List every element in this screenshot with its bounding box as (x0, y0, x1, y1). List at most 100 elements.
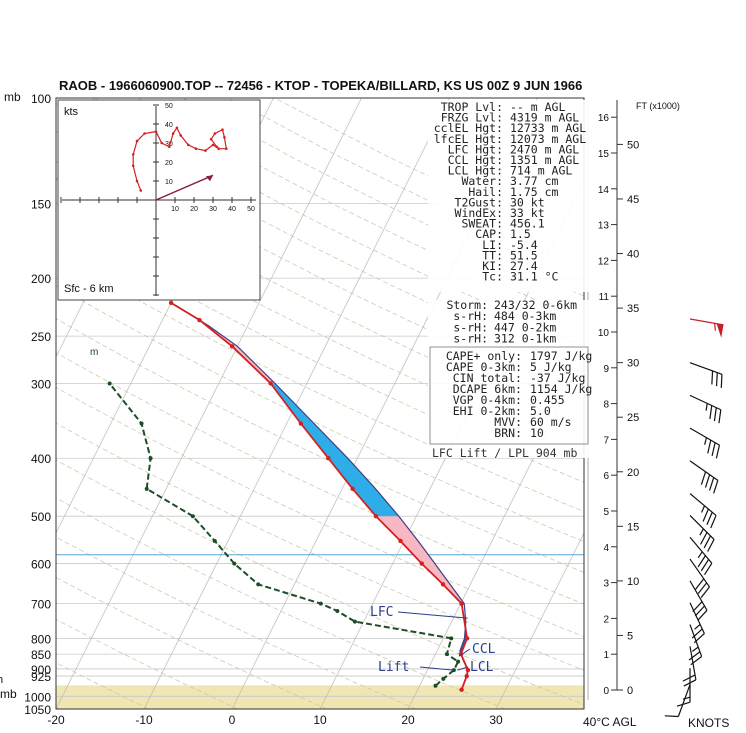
hodograph-point (209, 137, 213, 141)
hodograph-u-tick-label: 10 (171, 206, 179, 213)
ft-tick-label: 15 (627, 521, 639, 533)
pressure-tick-label: 250 (31, 330, 51, 344)
wind-barb-staff (689, 602, 705, 634)
stat-value: 12733 m AGL (510, 121, 586, 135)
dry-adiabat (56, 618, 238, 709)
temperature-point (459, 687, 464, 692)
dewpoint-point (190, 514, 195, 519)
wind-barb-half (682, 696, 691, 700)
wind-barb-staff (689, 514, 715, 540)
stat-key: SWEAT: (461, 217, 503, 231)
wind-barb (689, 602, 705, 644)
hodograph-point (139, 189, 143, 192)
pressure-unit-label: mb (4, 90, 21, 104)
temperature-point (398, 538, 403, 544)
cape-stat-key: CIN total: (453, 371, 522, 385)
pressure-tick-label: 1050 (24, 703, 51, 717)
wind-barb-staff (689, 427, 720, 446)
lfc-label: LFC (370, 605, 393, 620)
stat-value: 4319 m AGL (510, 111, 579, 125)
storm-motion-arrowhead (206, 175, 213, 182)
dewpoint-point (449, 636, 454, 641)
hodograph-caption: Sfc - 6 km (64, 283, 114, 295)
dewpoint-point (456, 659, 461, 664)
wind-barb-full (707, 539, 715, 552)
wind-barb (676, 668, 691, 707)
wind-barb-staff (677, 684, 691, 717)
wind-barb-full (692, 601, 703, 613)
km-tick-label: 5 (603, 507, 609, 518)
dry-adiabat (56, 285, 584, 543)
stat-key: KI: (482, 259, 503, 273)
wind-barb-staff (689, 493, 717, 516)
temperature-point (373, 514, 379, 519)
storm-stat-value: 484 0-3km (494, 309, 556, 323)
pressure-tick-label: 500 (31, 510, 51, 524)
temperature-tick-label: 20 (401, 713, 415, 727)
temperature-point (464, 673, 469, 679)
pressure-tick-label: 925 (31, 670, 51, 684)
ft-tick-label: 10 (627, 576, 639, 588)
stat-key: TT: (482, 248, 503, 262)
cape-stat-key: MVV: (494, 415, 522, 429)
stat-value: 51.5 (510, 248, 538, 262)
km-tick-label: 10 (598, 328, 610, 339)
temperature-line (170, 302, 469, 691)
wind-barb-staff (689, 580, 708, 611)
wind-barb-staff (689, 558, 710, 588)
axes: 1001502002503004005006007008008509009251… (0, 90, 637, 729)
stats-panel: TROP Lvl: -- m AGL FRZG Lvl: 4319 m AGL cclE… (428, 100, 592, 460)
hodograph-point (194, 147, 198, 150)
dewpoint-point (441, 676, 446, 681)
stat-value: 30 kt (510, 195, 545, 209)
cape-stat-value: 10 (530, 426, 544, 440)
hodograph-v-tick-label: 20 (165, 160, 173, 167)
dewpoint-point (232, 561, 237, 566)
wind-barb-full (676, 701, 691, 707)
wind-barb (689, 536, 713, 576)
km-tick-label: 16 (598, 113, 610, 124)
left-edge-label-2: mb (0, 687, 17, 701)
wind-barb-full (702, 508, 709, 522)
isotherm-line (495, 532, 584, 709)
wind-barb-half (699, 528, 704, 536)
storm-stat-value: 447 0-2km (494, 320, 556, 334)
temperature-point (465, 667, 471, 673)
temperature-tick-label: 0 (229, 713, 236, 727)
storm-stat-key: s-rH: (453, 320, 488, 334)
hodograph-point (179, 134, 182, 137)
storm-stat-value: 312 0-1km (494, 332, 556, 346)
wind-unit-label: KNOTS (688, 716, 729, 730)
wind-barb-full (703, 535, 712, 549)
stat-value: 1.5 (510, 227, 531, 241)
dry-adiabat (56, 252, 584, 512)
stat-key: LCL Hgt: (448, 164, 503, 178)
hodograph-point (131, 153, 135, 156)
storm-stat-key: s-rH: (453, 332, 488, 346)
stat-value: 31.1 °C (510, 270, 559, 284)
stat-key: lfcEL Hgt: (434, 132, 503, 146)
stats-backdrop (428, 100, 590, 292)
wind-barb-staff (689, 318, 724, 326)
dry-adiabat (56, 190, 584, 455)
pressure-tick-label: 300 (31, 377, 51, 391)
km-tick-label: 7 (603, 435, 609, 446)
wind-barb-full (700, 586, 710, 599)
temperature-tick-label: -20 (47, 713, 65, 727)
wind-barb-full (691, 628, 703, 639)
wind-barb-full (664, 715, 679, 718)
hodograph-v-tick-label: 50 (165, 103, 173, 110)
cape-stat-key: DCAPE 6km: (453, 382, 522, 396)
stat-key: LI: (482, 238, 503, 252)
ft-tick-label: 20 (627, 467, 639, 479)
wind-barb (689, 460, 719, 494)
temperature-point (229, 344, 235, 349)
chart-title: RAOB - 1966060900.TOP -- 72456 - KTOP - … (59, 78, 582, 93)
wind-barb-half (705, 403, 708, 411)
km-tick-label: 4 (603, 543, 609, 554)
km-tick-label: 3 (603, 579, 609, 590)
dewpoint-point (433, 683, 438, 688)
hodograph-point (223, 136, 226, 139)
cape-stats-backdrop (428, 346, 590, 458)
dewpoint-point (451, 668, 456, 673)
